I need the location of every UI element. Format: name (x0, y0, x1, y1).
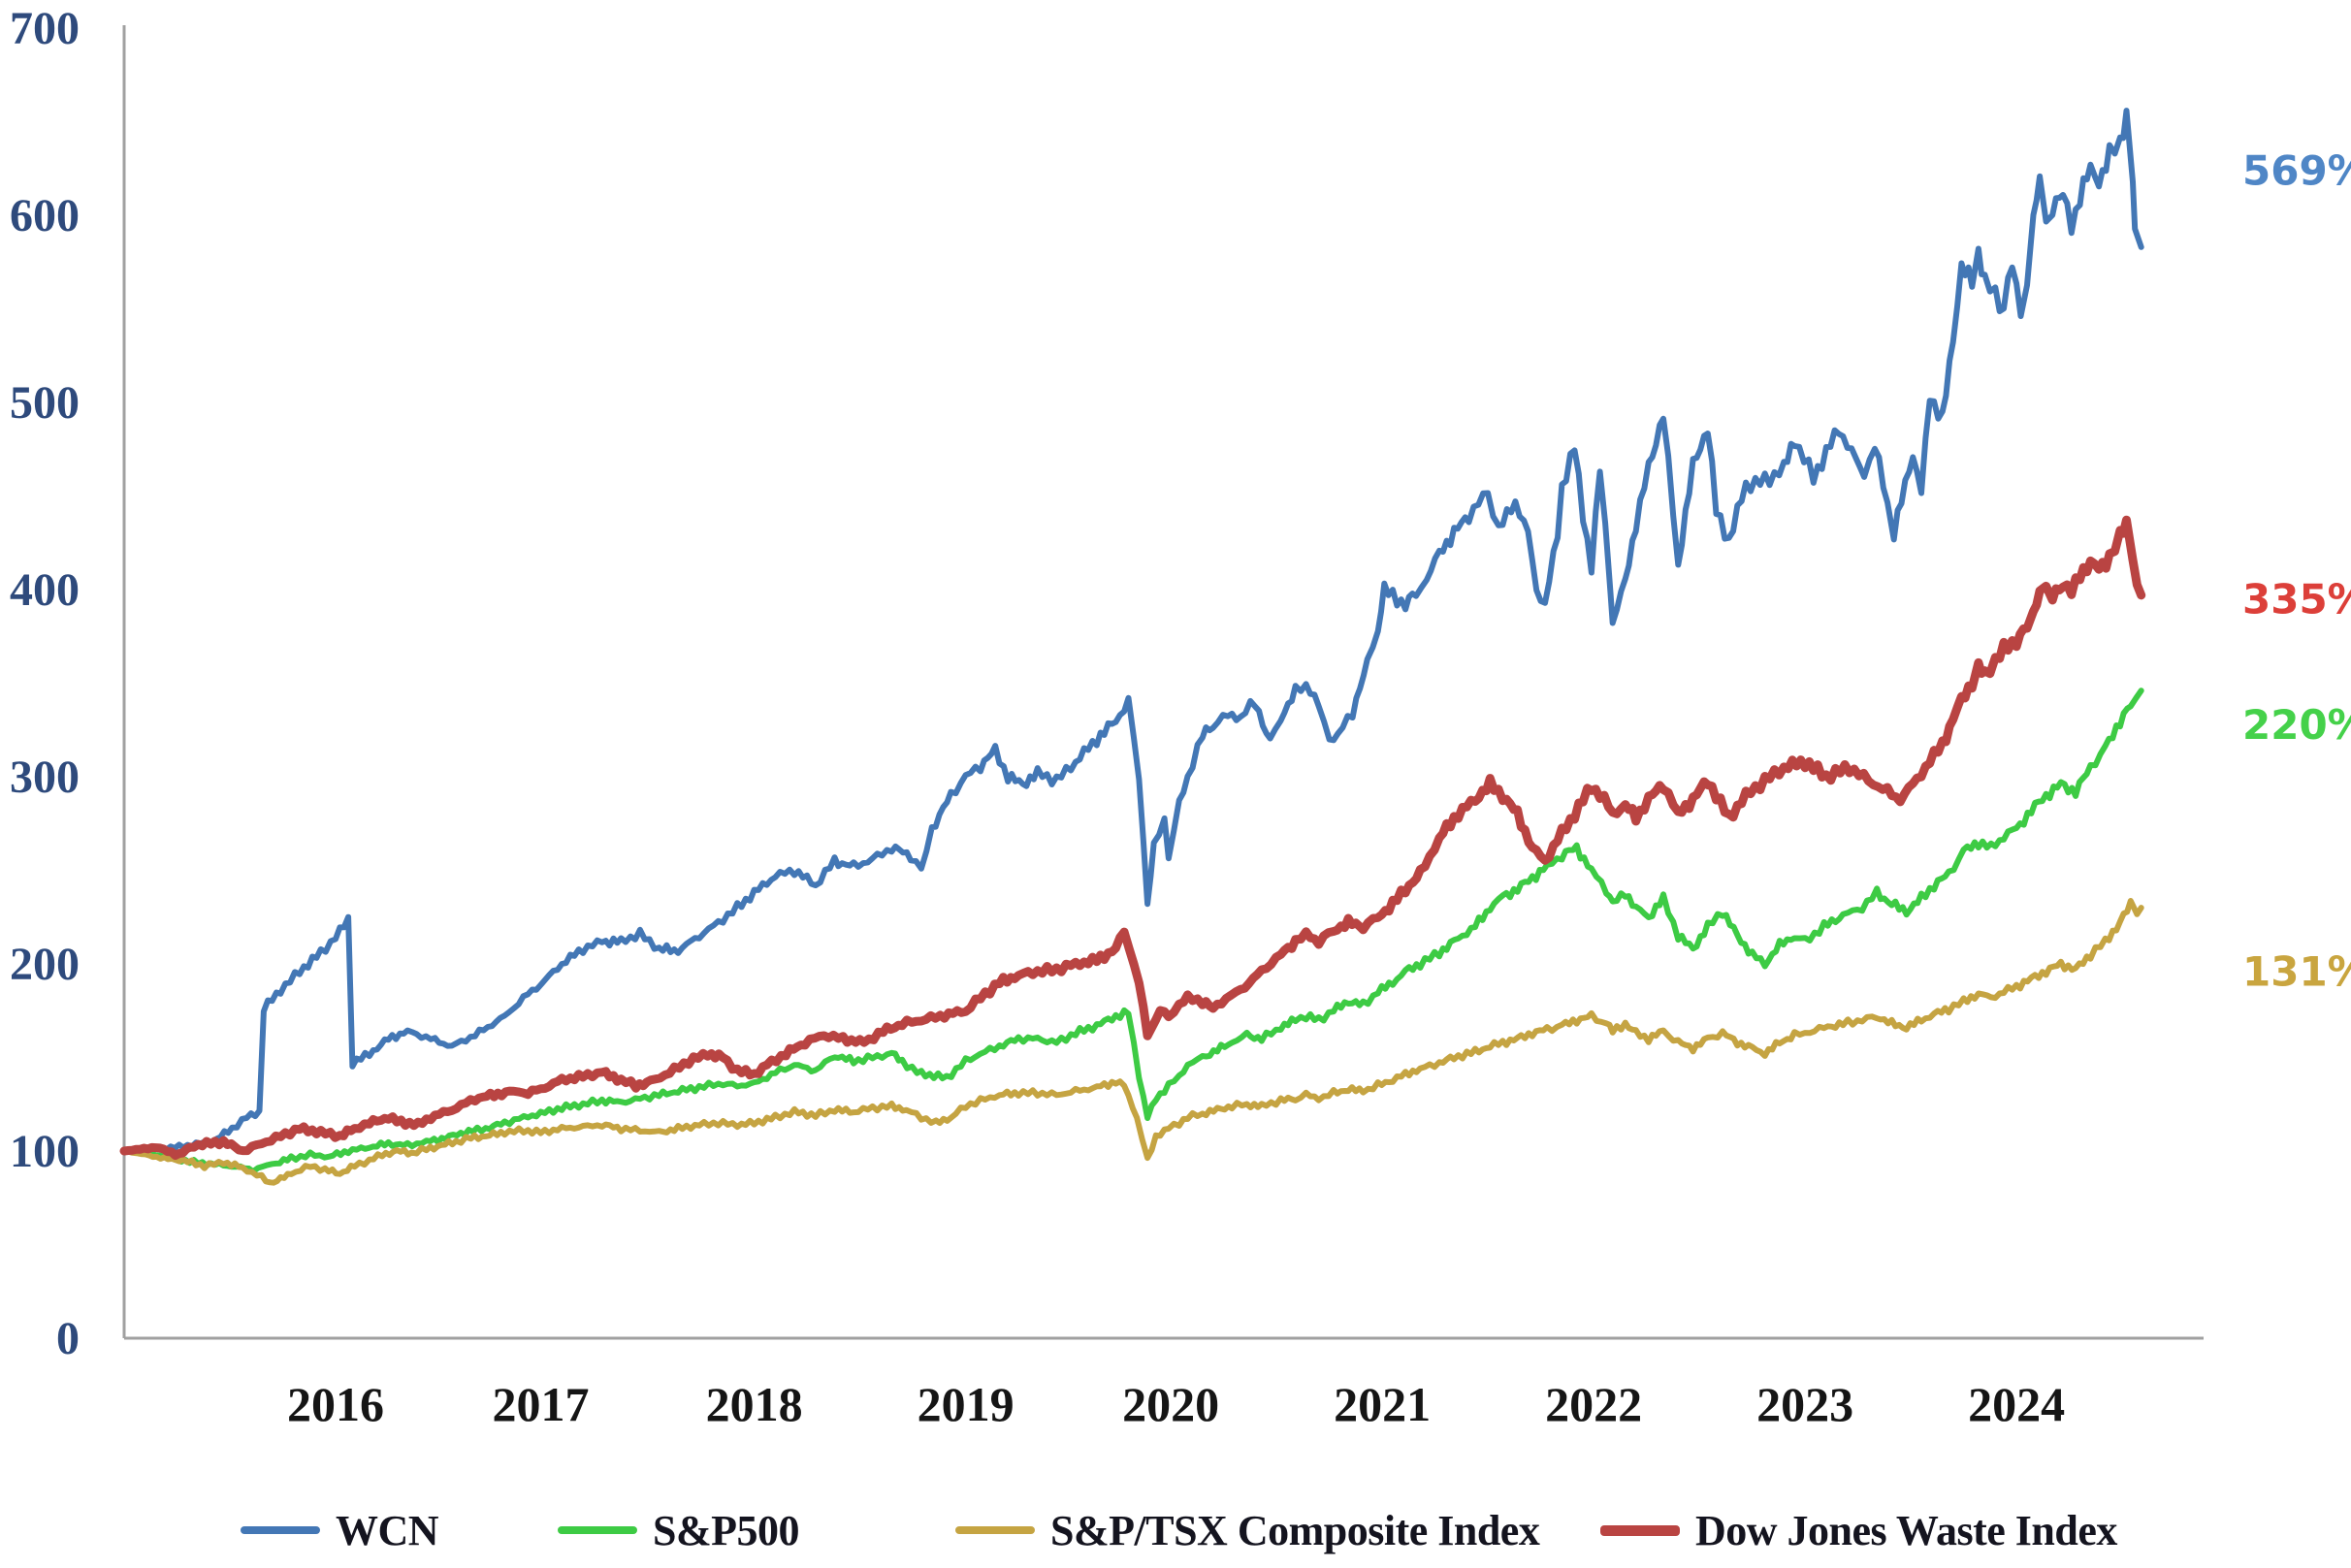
y-tick-label: 600 (10, 190, 80, 241)
legend-label-wcn: WCN (336, 1506, 439, 1554)
y-tick-label: 0 (56, 1313, 80, 1364)
y-tick-label: 100 (10, 1126, 80, 1177)
x-tick-label: 2024 (1968, 1377, 2065, 1431)
legend-swatch-wcn (241, 1526, 320, 1534)
x-tick-label: 2023 (1756, 1377, 1853, 1431)
legend-item-tsx: S&P/TSX Composite Index (955, 1501, 1540, 1559)
legend-label-sp500: S&P500 (653, 1506, 800, 1554)
legend-swatch-sp500 (558, 1526, 637, 1534)
series-line-dow-jones-waste-index (119, 515, 2146, 1160)
y-tick-label: 500 (10, 377, 80, 429)
x-tick-label: 2018 (706, 1377, 803, 1431)
x-tick-label: 2019 (918, 1377, 1014, 1431)
legend-item-djwaste: Dow Jones Waste Index (1600, 1501, 2117, 1559)
y-tick-label: 700 (10, 3, 80, 54)
end-label-s-p500: 220% (2242, 701, 2351, 749)
end-label-dow-jones-waste-index: 335% (2242, 576, 2351, 624)
series-line-wcn (121, 108, 2144, 1154)
y-tick-label: 400 (10, 564, 80, 616)
legend-swatch-tsx (955, 1526, 1035, 1534)
x-tick-label: 2022 (1545, 1377, 1642, 1431)
legend-label-djwaste: Dow Jones Waste Index (1695, 1506, 2117, 1554)
end-label-wcn: 569% (2242, 147, 2351, 195)
x-tick-label: 2021 (1334, 1377, 1431, 1431)
series-line-s-p-tsx-composite-index (121, 898, 2144, 1186)
x-tick-label: 2016 (287, 1377, 384, 1431)
y-tick-label: 200 (10, 939, 80, 990)
legend-item-wcn: WCN (241, 1501, 439, 1559)
legend-label-tsx: S&P/TSX Composite Index (1050, 1506, 1540, 1554)
y-tick-label: 300 (10, 752, 80, 803)
x-tick-label: 2020 (1122, 1377, 1219, 1431)
legend-swatch-djwaste (1600, 1524, 1680, 1536)
x-tick-label: 2017 (492, 1377, 589, 1431)
legend-item-sp500: S&P500 (558, 1501, 800, 1559)
end-label-s-p-tsx-composite-index: 131% (2242, 948, 2351, 996)
chart-legend: WCN S&P500 S&P/TSX Composite Index Dow J… (0, 1501, 2351, 1559)
series-line-s-p500 (121, 688, 2144, 1175)
